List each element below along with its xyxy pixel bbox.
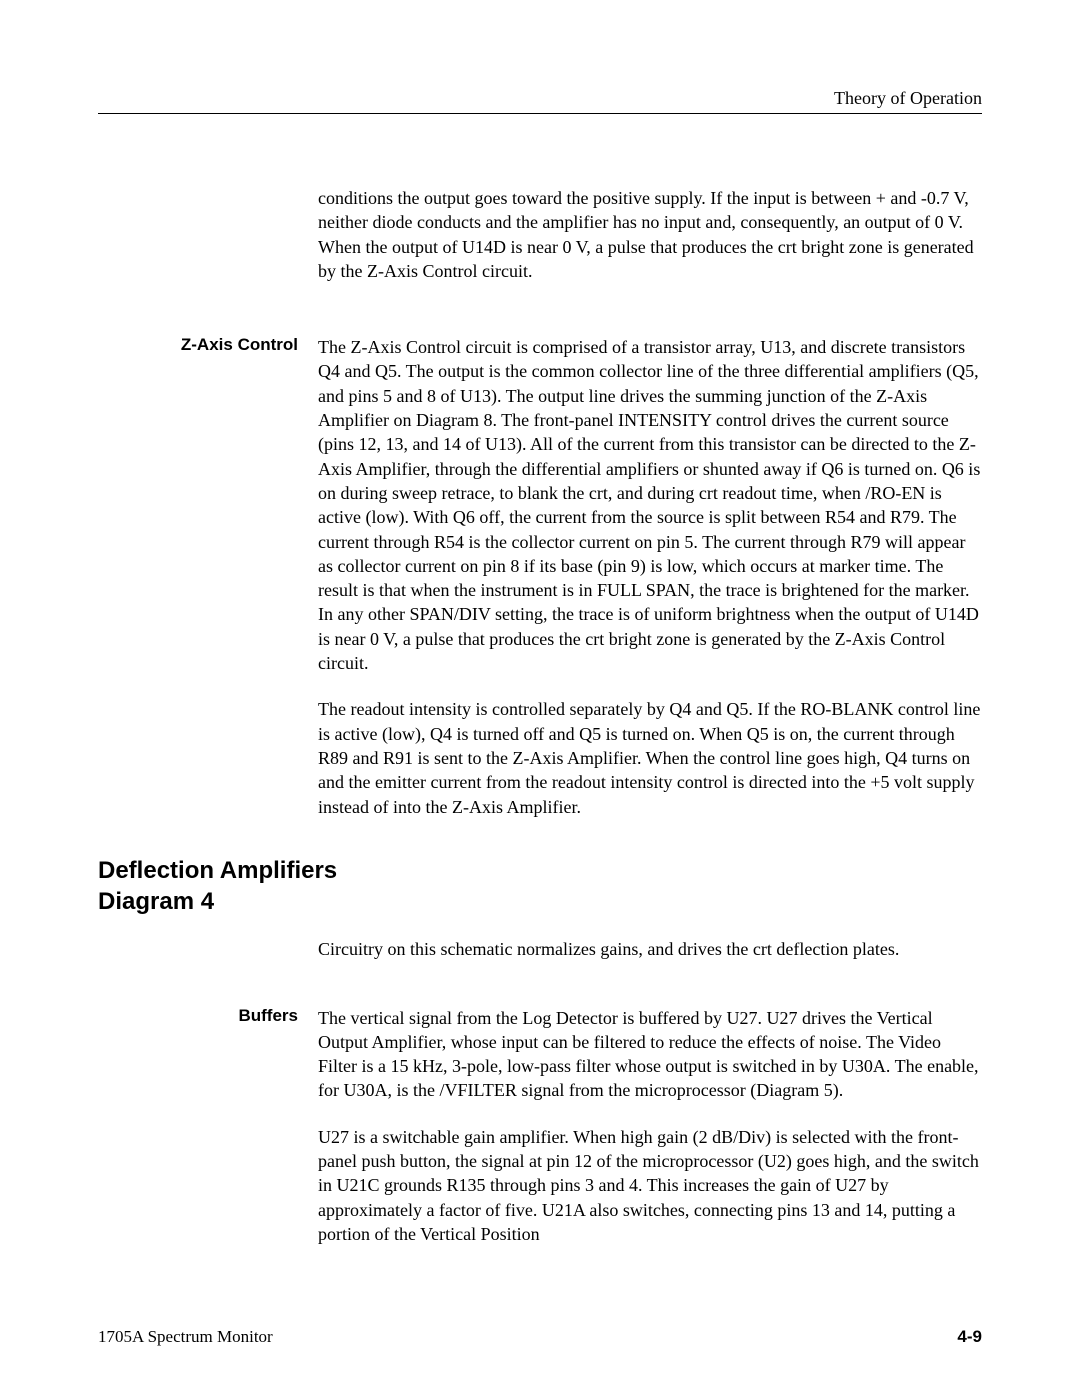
- buffers-label-col: Buffers: [98, 1006, 318, 1103]
- zaxis-paragraph-1: The Z-Axis Control circuit is comprised …: [318, 335, 982, 675]
- footer-page-number: 4-9: [957, 1327, 982, 1347]
- section-title-line-1: Deflection Amplifiers: [98, 855, 982, 886]
- footer-left-text: 1705A Spectrum Monitor: [98, 1327, 273, 1347]
- buffers-label: Buffers: [238, 1006, 298, 1025]
- buffers-paragraph-2: U27 is a switchable gain amplifier. When…: [318, 1125, 982, 1246]
- page-header: Theory of Operation: [98, 88, 982, 114]
- buffers-row-1: Buffers The vertical signal from the Log…: [98, 1006, 982, 1103]
- section-title: Deflection Amplifiers Diagram 4: [98, 855, 982, 917]
- section-intro-paragraph: Circuitry on this schematic normalizes g…: [318, 937, 982, 961]
- header-right-text: Theory of Operation: [834, 88, 982, 108]
- section-intro-left: [98, 937, 318, 961]
- zaxis-label: Z-Axis Control: [181, 335, 298, 354]
- document-page: Theory of Operation conditions the outpu…: [0, 0, 1080, 1397]
- intro-row: conditions the output goes toward the po…: [98, 186, 982, 283]
- zaxis-empty-col: [98, 697, 318, 818]
- intro-paragraph: conditions the output goes toward the po…: [318, 186, 982, 283]
- buffers-paragraph-1: The vertical signal from the Log Detecto…: [318, 1006, 982, 1103]
- page-footer: 1705A Spectrum Monitor 4-9: [98, 1297, 982, 1347]
- zaxis-paragraph-2: The readout intensity is controlled sepa…: [318, 697, 982, 818]
- page-content: conditions the output goes toward the po…: [98, 186, 982, 1297]
- buffers-empty-col: [98, 1125, 318, 1246]
- section-title-line-2: Diagram 4: [98, 886, 982, 917]
- buffers-row-2: U27 is a switchable gain amplifier. When…: [98, 1125, 982, 1246]
- zaxis-label-col: Z-Axis Control: [98, 335, 318, 675]
- zaxis-row-2: The readout intensity is controlled sepa…: [98, 697, 982, 818]
- section-intro-row: Circuitry on this schematic normalizes g…: [98, 937, 982, 961]
- zaxis-row-1: Z-Axis Control The Z-Axis Control circui…: [98, 335, 982, 675]
- intro-left: [98, 186, 318, 283]
